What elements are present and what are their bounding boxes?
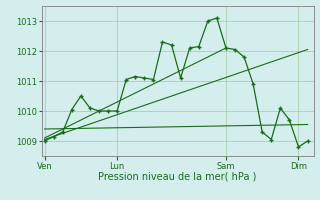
X-axis label: Pression niveau de la mer( hPa ): Pression niveau de la mer( hPa )	[99, 172, 257, 182]
